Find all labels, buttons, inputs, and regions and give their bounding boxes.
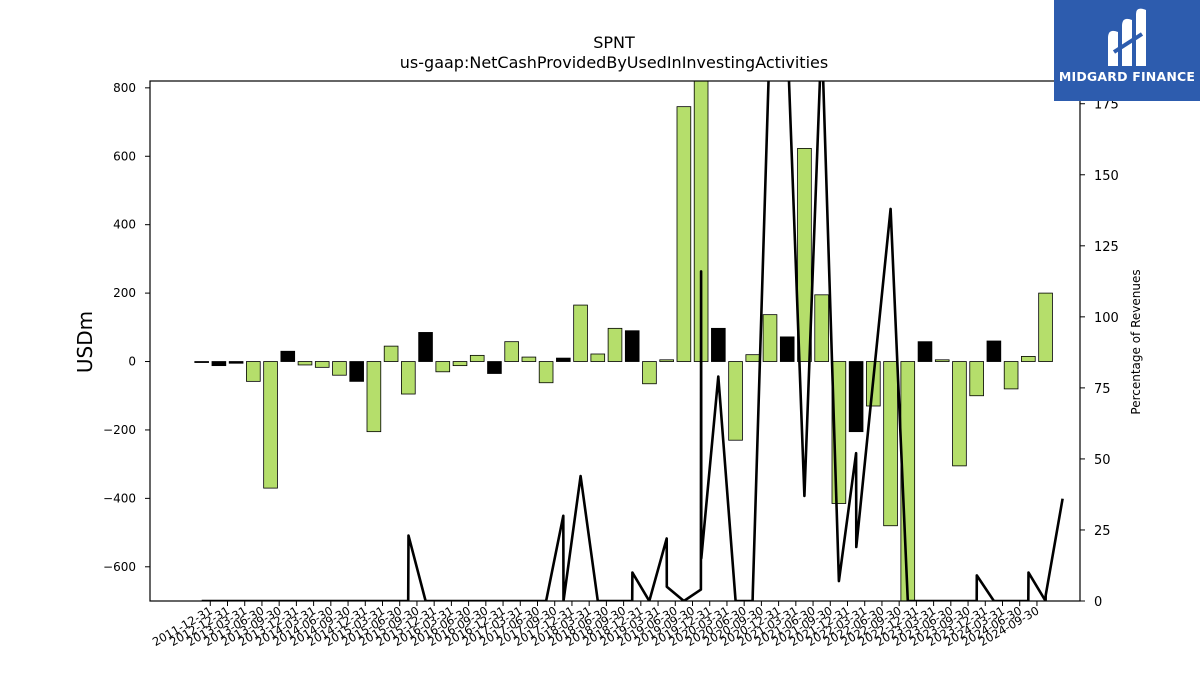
bar	[762, 314, 778, 362]
bar	[366, 361, 382, 433]
bar	[848, 361, 864, 433]
bar	[917, 341, 933, 362]
bar	[263, 361, 278, 489]
bar	[211, 361, 227, 367]
bar	[642, 361, 657, 385]
plot-frame	[149, 80, 1081, 602]
y-tick-label: 400	[113, 218, 136, 232]
y2-tick-label: 150	[1094, 169, 1119, 184]
bar	[883, 361, 898, 527]
bar	[814, 294, 829, 362]
bar	[383, 345, 399, 362]
bar	[711, 327, 726, 362]
bar	[332, 361, 347, 376]
brand-logo: MIDGARD FINANCE	[1054, 0, 1200, 101]
bar	[194, 361, 209, 363]
bar	[418, 332, 433, 362]
logo-text: MIDGARD FINANCE	[1058, 69, 1196, 84]
y2-tick-label: 175	[1094, 98, 1119, 113]
bar	[590, 353, 606, 362]
bar	[435, 361, 451, 373]
percentage-line	[201, 81, 1064, 601]
bar	[1003, 361, 1019, 390]
bars-group	[194, 81, 1053, 601]
bar	[728, 361, 743, 441]
bar	[1021, 355, 1036, 362]
bar	[297, 361, 313, 366]
bar	[986, 340, 1002, 362]
bar	[797, 147, 812, 362]
y2-tick-label: 100	[1094, 311, 1119, 326]
y-tick-label: 800	[113, 81, 136, 95]
bar	[452, 361, 468, 367]
bar	[573, 304, 588, 362]
midgard-logo-icon	[1108, 8, 1146, 67]
bar	[745, 354, 761, 362]
y-tick-label: 600	[113, 149, 136, 163]
y-axis-label: USDm	[73, 311, 97, 373]
bar	[676, 106, 692, 362]
y2-tick-label: 0	[1094, 595, 1102, 610]
bar	[952, 361, 967, 467]
bar	[401, 361, 416, 395]
chart-subtitle: us-gaap:NetCashProvidedByUsedInInvesting…	[400, 53, 828, 72]
y2-tick-label: 25	[1094, 524, 1111, 539]
bar	[779, 336, 795, 362]
bar	[280, 350, 296, 362]
bar	[1038, 292, 1053, 362]
bar	[556, 357, 571, 362]
y-tick-label: −200	[103, 423, 136, 437]
bar	[607, 327, 623, 362]
y2-axis-label: Percentage of Revenues	[1129, 269, 1143, 414]
bar	[246, 361, 261, 382]
bar	[624, 330, 640, 362]
chart-title: SPNT	[593, 33, 635, 52]
bar	[504, 341, 519, 362]
y-tick-label: −400	[103, 491, 136, 505]
y2-tick-label: 75	[1094, 382, 1111, 397]
bar	[314, 361, 330, 368]
y2-tick-label: 50	[1094, 453, 1111, 468]
y-tick-label: 200	[113, 286, 136, 300]
bar	[934, 359, 950, 362]
y-tick-label: 0	[128, 355, 136, 369]
y-tick-label: −600	[103, 560, 136, 574]
bar	[469, 354, 485, 362]
y2-tick-label: 125	[1094, 240, 1119, 255]
bar	[538, 361, 554, 384]
bar	[228, 361, 244, 364]
bar	[969, 361, 984, 397]
bar	[521, 356, 537, 362]
bar	[659, 359, 674, 362]
line-group	[201, 81, 1064, 601]
bar	[349, 361, 364, 382]
bar	[487, 361, 502, 374]
